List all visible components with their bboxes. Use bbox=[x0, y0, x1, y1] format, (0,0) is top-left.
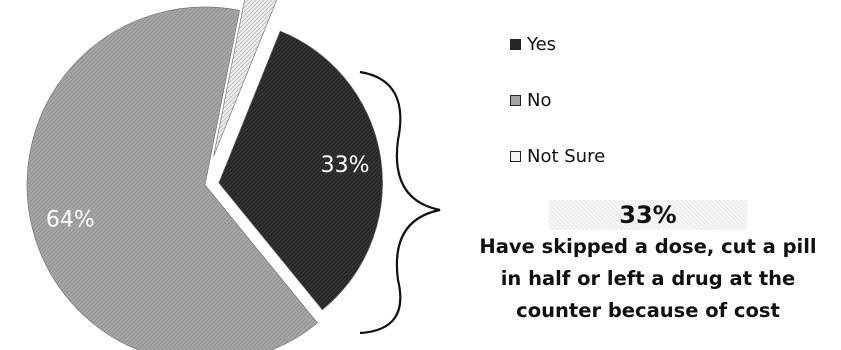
slice-yes-label: 33% bbox=[321, 153, 370, 178]
callout: 33% Have skipped a dose, cut a pill in h… bbox=[448, 200, 841, 326]
legend-item-not-sure: Not Sure bbox=[510, 142, 605, 170]
slice-no bbox=[26, 6, 318, 350]
slice-yes bbox=[218, 30, 383, 311]
legend-swatch-yes bbox=[510, 38, 521, 50]
callout-line-1: Have skipped a dose, cut a pill bbox=[479, 235, 817, 258]
slice-no-label: 64% bbox=[46, 208, 95, 233]
bracket bbox=[359, 70, 441, 335]
legend-label-not-sure: Not Sure bbox=[527, 145, 606, 167]
callout-line-3: counter because of cost bbox=[516, 299, 780, 322]
slice-not-sure bbox=[213, 0, 278, 157]
legend-swatch-not-sure bbox=[510, 150, 521, 162]
legend-swatch-no bbox=[510, 94, 521, 106]
callout-line-2: in half or left a drug at the bbox=[500, 267, 796, 290]
legend: Yes No Not Sure bbox=[510, 30, 605, 198]
legend-item-yes: Yes bbox=[510, 30, 605, 58]
legend-item-no: No bbox=[510, 86, 605, 114]
legend-label-no: No bbox=[527, 89, 552, 111]
legend-label-yes: Yes bbox=[527, 33, 557, 55]
callout-percent: 33% bbox=[549, 200, 747, 230]
